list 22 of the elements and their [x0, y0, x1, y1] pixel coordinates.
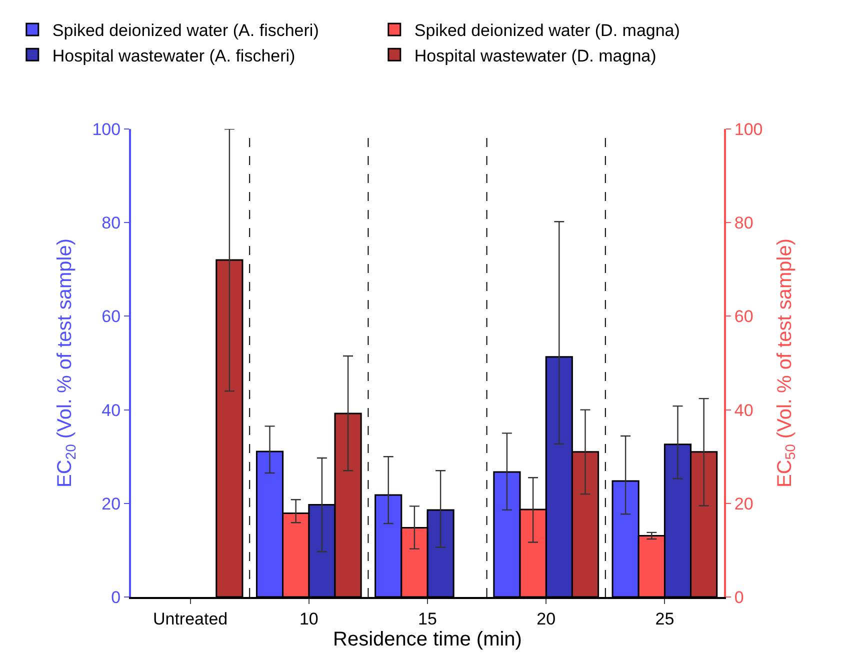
y2-tick-label: 100: [734, 120, 763, 139]
y-tick-label: 80: [102, 214, 121, 233]
y2-tick-label: 60: [734, 307, 754, 326]
legend-label: Hospital wastewater (D. magna): [414, 46, 656, 66]
y-tick-label: 40: [102, 400, 121, 420]
legend-label: Spiked deionized water (A. fischeri): [52, 21, 319, 40]
x-axis-title: Residence time (min): [333, 628, 522, 650]
y2-tick-label: 80: [734, 214, 754, 233]
x-tick-label: 15: [418, 609, 437, 628]
legend-label: Spiked deionized water (D. magna): [414, 21, 680, 40]
x-tick-label: 25: [655, 609, 674, 628]
y-tick-label: 60: [102, 307, 121, 326]
x-tick-label: 10: [299, 609, 318, 628]
y2-tick-label: 20: [734, 494, 754, 514]
x-tick-label: Untreated: [152, 609, 228, 628]
y2-tick-label: 0: [734, 588, 744, 607]
y-tick-label: 0: [111, 588, 121, 607]
y2-tick-label: 40: [734, 400, 754, 420]
y-tick-label: 100: [92, 120, 121, 139]
x-tick-label: 20: [536, 609, 556, 628]
legend-label: Hospital wastewater (A. fischeri): [52, 46, 296, 66]
y-tick-label: 20: [102, 494, 121, 514]
